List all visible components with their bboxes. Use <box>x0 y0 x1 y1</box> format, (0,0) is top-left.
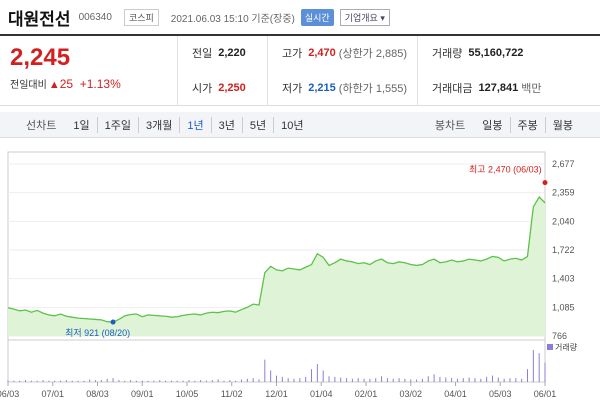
prev-close-label: 전일 <box>192 48 213 61</box>
volume-legend-swatch <box>547 344 553 350</box>
y-tick-label: 1,085 <box>552 302 575 312</box>
candle-tab-1[interactable]: 주봉 <box>509 116 545 133</box>
line-tab-5[interactable]: 5년 <box>241 116 273 133</box>
prev-close-value: 2,220 <box>218 47 246 60</box>
x-tick-label: 11/02 <box>221 389 243 399</box>
lower-limit: (하한가 1,555) <box>338 82 408 95</box>
low-annotation: 최저 921 (08/20) <box>65 328 130 338</box>
y-tick-label: 2,359 <box>552 188 575 198</box>
x-tick-label: 12/01 <box>265 389 288 399</box>
x-tick-label: 08/03 <box>86 389 109 399</box>
line-tab-2[interactable]: 3개월 <box>137 116 179 133</box>
x-tick-label: 10/05 <box>176 389 199 399</box>
volume-cell: 거래량 55,160,722 <box>418 36 600 71</box>
high-annotation: 최고 2,470 (06/03) <box>469 165 542 175</box>
line-tab-3[interactable]: 1년 <box>179 116 210 133</box>
amount-label: 거래대금 <box>432 82 473 95</box>
x-tick-label: 06/01 <box>534 389 557 399</box>
y-tick-label: 2,040 <box>552 216 575 226</box>
candle-chart-label: 봉차트 <box>434 119 466 132</box>
low-marker <box>110 319 116 325</box>
y-tick-label: 1,403 <box>552 274 575 284</box>
low-label: 저가 <box>282 82 303 95</box>
low-cell: 저가 2,215 (하한가 1,555) <box>268 70 418 105</box>
y-tick-label: 1,722 <box>552 245 575 255</box>
high-cell: 고가 2,470 (상한가 2,885) <box>268 36 418 71</box>
up-arrow-icon: ▲ <box>48 79 60 91</box>
candle-tab-group: 일봉 주봉 월봉 <box>475 116 580 133</box>
line-tab-6[interactable]: 10년 <box>273 116 310 133</box>
price-chart: 2,677 2,359 2,040 1,722 1,403 1,085 766 최고 2,47… <box>0 151 578 399</box>
company-info-label: 기업개요 <box>344 12 378 23</box>
x-tick-label: 06/03 <box>0 389 19 399</box>
amount-unit: 백만 <box>521 82 542 95</box>
open-value: 2,250 <box>218 81 246 94</box>
current-price-box: 2,245 전일대비 ▲25 +1.13% <box>0 36 178 105</box>
change-percent: +1.13% <box>79 77 121 91</box>
line-tab-1[interactable]: 1주일 <box>96 116 138 133</box>
line-chart-label: 선차트 <box>26 119 57 132</box>
current-price: 2,245 <box>10 44 71 71</box>
amount-cell: 거래대금 127,841 백만 <box>418 71 600 106</box>
stock-code: 006340 <box>78 11 112 23</box>
high-marker <box>542 180 548 186</box>
quote-panel: 2,245 전일대비 ▲25 +1.13% 전일 2,220 고가 2,470 (상한가… <box>0 34 600 106</box>
line-tab-0[interactable]: 1일 <box>73 119 90 132</box>
chevron-down-icon: ▾ <box>380 12 385 23</box>
change-label: 전일대비 <box>10 80 47 91</box>
open-label: 시가 <box>192 82 213 95</box>
x-tick-label: 01/04 <box>310 389 333 399</box>
low-value: 2,215 <box>308 81 336 94</box>
line-tab-group: 1일 1주일 3개월 1년 3년 5년 10년 <box>66 116 310 133</box>
y-tick-label: 2,677 <box>552 159 575 169</box>
price-area <box>8 197 545 336</box>
open-cell: 시가 2,250 <box>178 70 268 105</box>
x-tick-label: 07/01 <box>41 389 64 399</box>
x-tick-label: 02/01 <box>355 389 378 399</box>
change-value: 25 <box>59 77 74 91</box>
market-badge: 코스피 <box>123 8 159 26</box>
company-info-dropdown[interactable]: 기업개요 ▾ <box>339 8 390 26</box>
price-line <box>7 195 546 323</box>
amount-value: 127,841 <box>478 81 519 94</box>
high-label: 고가 <box>282 48 303 61</box>
line-tab-4[interactable]: 3년 <box>210 116 242 133</box>
candle-tab-2[interactable]: 월봉 <box>544 116 580 133</box>
stock-name: 대원전선 <box>8 9 71 29</box>
change-row: 전일대비 ▲25 +1.13% <box>10 76 167 91</box>
quote-datetime: 2021.06.03 15:10 기준(장중) <box>170 13 295 25</box>
quote-grid: 전일 2,220 고가 2,470 (상한가 2,885) 거래량 55,160,722… <box>178 36 600 105</box>
realtime-button[interactable]: 실시간 <box>300 8 334 26</box>
stock-header: 대원전선 006340 코스피 2021.06.03 15:10 기준(장중) … <box>0 0 600 34</box>
y-tick-label: 766 <box>552 331 567 341</box>
volume-value: 55,160,722 <box>468 47 524 60</box>
period-tabs: 선차트 1일 1주일 3개월 1년 3년 5년 10년 봉차트 일봉 주봉 월봉 <box>0 112 600 138</box>
candle-tab-0[interactable]: 일봉 <box>482 119 503 132</box>
volume-legend-label: 거래량 <box>555 342 578 352</box>
prev-close-cell: 전일 2,220 <box>178 36 268 71</box>
x-tick-label: 03/02 <box>399 389 422 399</box>
x-tick-label: 05/03 <box>489 389 512 399</box>
upper-limit: (상한가 2,885) <box>338 48 408 61</box>
x-tick-label: 04/01 <box>444 389 467 399</box>
high-value: 2,470 <box>308 47 336 60</box>
volume-label: 거래량 <box>432 48 463 61</box>
x-tick-label: 09/01 <box>131 389 154 399</box>
